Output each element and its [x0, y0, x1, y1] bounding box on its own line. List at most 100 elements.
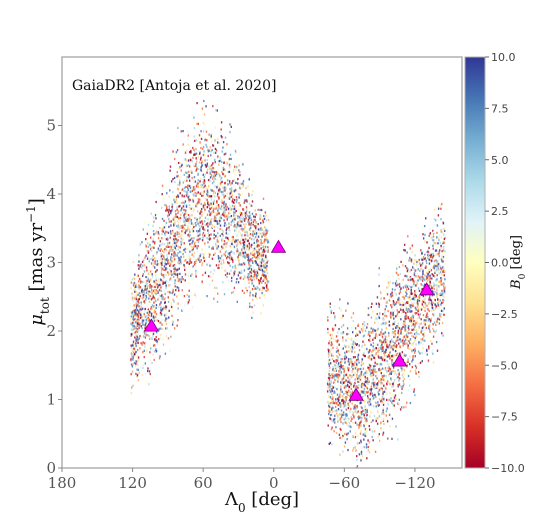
scatter-point — [194, 188, 196, 191]
scatter-point — [148, 297, 150, 300]
scatter-point — [228, 227, 230, 230]
scatter-point — [390, 380, 393, 383]
scatter-point — [359, 374, 361, 377]
scatter-point — [142, 293, 145, 296]
scatter-point — [196, 247, 198, 250]
scatter-point — [208, 165, 210, 168]
scatter-point — [351, 370, 353, 373]
scatter-point — [138, 371, 140, 374]
scatter-point — [338, 373, 341, 376]
scatter-point — [197, 191, 199, 194]
scatter-point — [229, 258, 231, 261]
scatter-point — [261, 267, 263, 270]
scatter-point — [348, 358, 350, 361]
scatter-point — [380, 381, 382, 384]
scatter-point — [147, 256, 149, 259]
scatter-point — [414, 320, 417, 323]
scatter-point — [233, 225, 235, 228]
scatter-point — [187, 255, 189, 259]
scatter-point — [145, 254, 147, 257]
scatter-point — [140, 301, 142, 304]
scatter-point — [145, 325, 148, 328]
scatter-point — [342, 332, 344, 335]
scatter-point — [348, 363, 350, 366]
scatter-point — [168, 220, 171, 223]
scatter-point — [263, 294, 266, 297]
scatter-point — [254, 236, 257, 239]
scatter-point — [153, 318, 155, 321]
scatter-point — [207, 203, 210, 207]
scatter-point — [152, 294, 154, 297]
scatter-point — [175, 195, 178, 199]
scatter-point — [231, 242, 233, 246]
scatter-point — [153, 309, 156, 312]
scatter-point — [362, 362, 364, 365]
scatter-point — [259, 279, 261, 283]
scatter-point — [353, 444, 356, 448]
scatter-point — [151, 297, 154, 300]
scatter-point — [267, 229, 269, 232]
scatter-point — [227, 232, 230, 235]
scatter-point — [265, 255, 267, 259]
scatter-point — [259, 214, 262, 217]
scatter-point — [223, 203, 225, 206]
scatter-point — [237, 257, 240, 261]
scatter-point — [370, 327, 372, 330]
scatter-point — [356, 423, 358, 426]
scatter-point — [248, 223, 250, 226]
scatter-point — [378, 389, 381, 392]
scatter-point — [135, 325, 137, 329]
scatter-point — [354, 436, 357, 439]
scatter-point — [148, 280, 150, 283]
scatter-point — [164, 249, 167, 252]
scatter-point — [345, 398, 347, 402]
scatter-point — [374, 450, 377, 453]
scatter-point — [182, 211, 184, 214]
scatter-point — [399, 336, 401, 339]
scatter-point — [185, 190, 187, 193]
scatter-point — [199, 221, 201, 224]
scatter-point — [248, 267, 251, 270]
scatter-point — [407, 235, 409, 238]
scatter-point — [148, 291, 150, 295]
scatter-point — [415, 263, 418, 266]
scatter-point — [327, 351, 330, 354]
scatter-point — [384, 308, 386, 311]
scatter-point — [149, 372, 151, 376]
scatter-point — [354, 379, 356, 382]
scatter-point — [366, 323, 369, 326]
scatter-point — [393, 291, 395, 294]
scatter-point — [137, 368, 139, 371]
scatter-point — [206, 190, 209, 194]
scatter-point — [161, 285, 164, 288]
scatter-point — [402, 295, 404, 299]
scatter-point — [220, 181, 222, 184]
scatter-point — [162, 260, 165, 264]
scatter-point — [336, 388, 338, 391]
scatter-point — [134, 316, 137, 319]
scatter-point — [263, 238, 266, 242]
scatter-point — [219, 217, 221, 220]
scatter-point — [408, 332, 410, 335]
scatter-point — [241, 271, 243, 275]
scatter-point — [172, 177, 174, 181]
scatter-point — [368, 369, 371, 373]
scatter-point — [165, 308, 167, 311]
scatter-point — [343, 416, 345, 420]
scatter-point — [330, 379, 332, 383]
scatter-point — [170, 256, 172, 259]
scatter-point — [371, 430, 374, 433]
scatter-point — [161, 223, 163, 226]
scatter-point — [248, 281, 250, 285]
scatter-point — [229, 245, 232, 248]
scatter-point — [386, 343, 388, 346]
scatter-point — [148, 300, 151, 303]
scatter-point — [180, 165, 183, 168]
scatter-point — [177, 211, 179, 214]
scatter-point — [374, 383, 376, 386]
scatter-point — [335, 385, 338, 389]
scatter-point — [188, 173, 190, 177]
scatter-point — [251, 269, 253, 272]
scatter-point — [175, 198, 178, 201]
scatter-point — [204, 258, 206, 261]
